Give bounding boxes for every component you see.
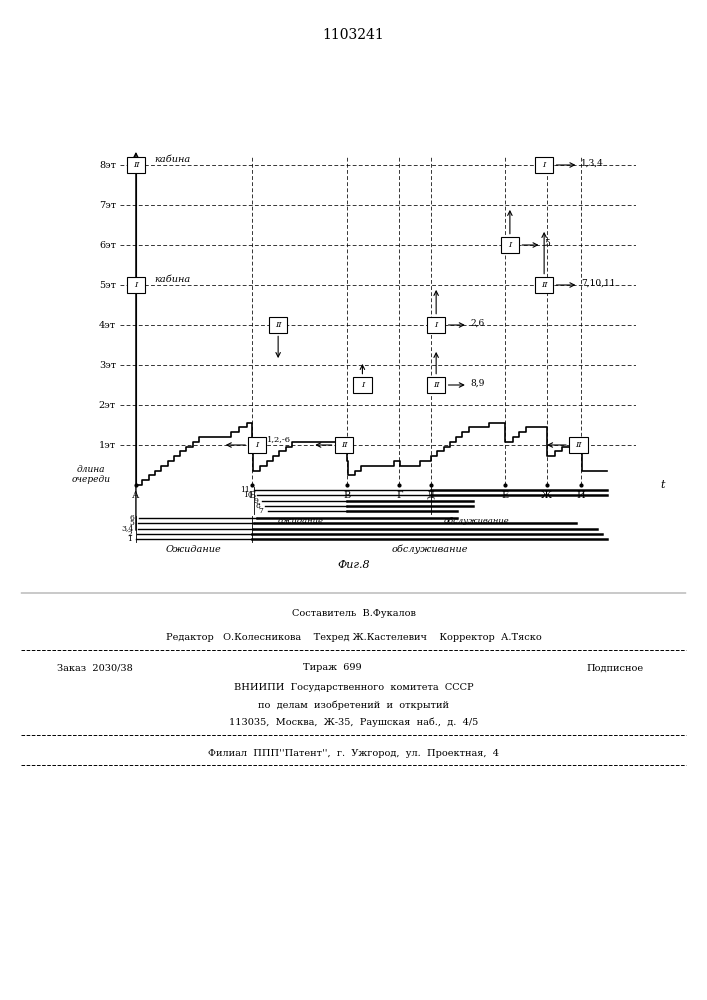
Text: 4эт: 4эт	[99, 320, 116, 330]
Text: 5: 5	[544, 238, 550, 247]
Text: II: II	[133, 161, 139, 169]
Text: t: t	[660, 480, 665, 490]
Text: I: I	[542, 161, 546, 169]
Bar	[501, 237, 519, 253]
Text: 7: 7	[259, 507, 264, 515]
Text: 7,10,11: 7,10,11	[581, 278, 616, 288]
Text: 1,2,-6: 1,2,-6	[267, 435, 291, 443]
Bar	[127, 277, 145, 293]
Text: по  делам  изобретений  и  открытий: по делам изобретений и открытий	[258, 700, 449, 710]
Text: 10: 10	[243, 491, 253, 499]
Text: Е: Е	[501, 491, 508, 500]
Text: 3,4: 3,4	[121, 525, 134, 533]
Text: 7эт: 7эт	[99, 200, 116, 210]
Text: Составитель  В.Фукалов: Составитель В.Фукалов	[291, 608, 416, 617]
Text: Ожидание: Ожидание	[166, 545, 222, 554]
Text: 2,6: 2,6	[470, 318, 484, 328]
Text: I: I	[508, 241, 511, 249]
Text: 1103241: 1103241	[322, 28, 385, 42]
Text: 11: 11	[240, 486, 250, 494]
Text: Подписное: Подписное	[587, 664, 643, 672]
Text: обслуживание: обслуживание	[444, 517, 510, 525]
Text: 6эт: 6эт	[99, 240, 116, 249]
Text: Г: Г	[396, 491, 402, 500]
Text: 8: 8	[256, 502, 261, 510]
Text: Ж: Ж	[542, 491, 552, 500]
Bar	[269, 317, 287, 333]
Text: 8эт: 8эт	[99, 160, 116, 169]
Text: ВНИИПИ  Государственного  комитета  СССР: ВНИИПИ Государственного комитета СССР	[234, 684, 473, 692]
Bar	[535, 157, 554, 173]
Text: 113035,  Москва,  Ж-35,  Раушская  наб.,  д.  4/5: 113035, Москва, Ж-35, Раушская наб., д. …	[229, 717, 478, 727]
Text: И: И	[577, 491, 585, 500]
Text: длина
очереди: длина очереди	[71, 465, 111, 484]
Text: 1эт: 1эт	[99, 440, 116, 450]
Text: 1: 1	[127, 535, 132, 543]
Bar	[248, 437, 267, 453]
Text: I: I	[435, 321, 438, 329]
Text: II: II	[341, 441, 347, 449]
Bar	[427, 317, 445, 333]
Bar	[354, 377, 372, 393]
Bar	[127, 157, 145, 173]
Text: 9: 9	[253, 497, 258, 505]
Text: Фиг.8: Фиг.8	[337, 560, 370, 570]
Text: обслуживание: обслуживание	[391, 545, 468, 554]
Text: Редактор   О.Колесникова    Техред Ж.Кастелевич    Корректор  А.Тяско: Редактор О.Колесникова Техред Ж.Кастелев…	[165, 632, 542, 642]
Text: Д: Д	[427, 491, 435, 500]
Text: ожидание: ожидание	[278, 517, 324, 525]
Bar	[427, 377, 445, 393]
Text: 3эт: 3эт	[99, 360, 116, 369]
Text: А: А	[132, 491, 139, 500]
Text: I: I	[361, 381, 364, 389]
Text: 5эт: 5эт	[99, 280, 116, 290]
Bar	[334, 437, 354, 453]
Text: кабина: кабина	[154, 274, 191, 284]
Text: I: I	[255, 441, 259, 449]
Bar	[569, 437, 588, 453]
Text: 6: 6	[129, 514, 134, 522]
Text: В: В	[343, 491, 350, 500]
Text: 8,9: 8,9	[470, 378, 485, 387]
Text: II: II	[275, 321, 281, 329]
Text: кабина: кабина	[154, 154, 191, 163]
Text: Филиал  ППП''Патент'',  г.  Ужгород,  ул.  Проектная,  4: Филиал ППП''Патент'', г. Ужгород, ул. Пр…	[208, 748, 499, 758]
Text: 1,3,4: 1,3,4	[581, 158, 604, 167]
Text: 2эт: 2эт	[99, 400, 116, 410]
Text: II: II	[575, 441, 582, 449]
Text: 2: 2	[128, 530, 133, 538]
Text: Б: Б	[248, 491, 255, 500]
Text: Заказ  2030/38: Заказ 2030/38	[57, 664, 132, 672]
Text: II: II	[541, 281, 547, 289]
Text: II: II	[433, 381, 439, 389]
Bar	[535, 277, 554, 293]
Text: Тираж  699: Тираж 699	[303, 664, 361, 672]
Text: I: I	[134, 281, 138, 289]
Text: 5: 5	[129, 519, 134, 527]
